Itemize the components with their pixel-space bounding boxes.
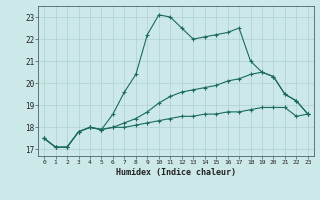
X-axis label: Humidex (Indice chaleur): Humidex (Indice chaleur) <box>116 168 236 177</box>
